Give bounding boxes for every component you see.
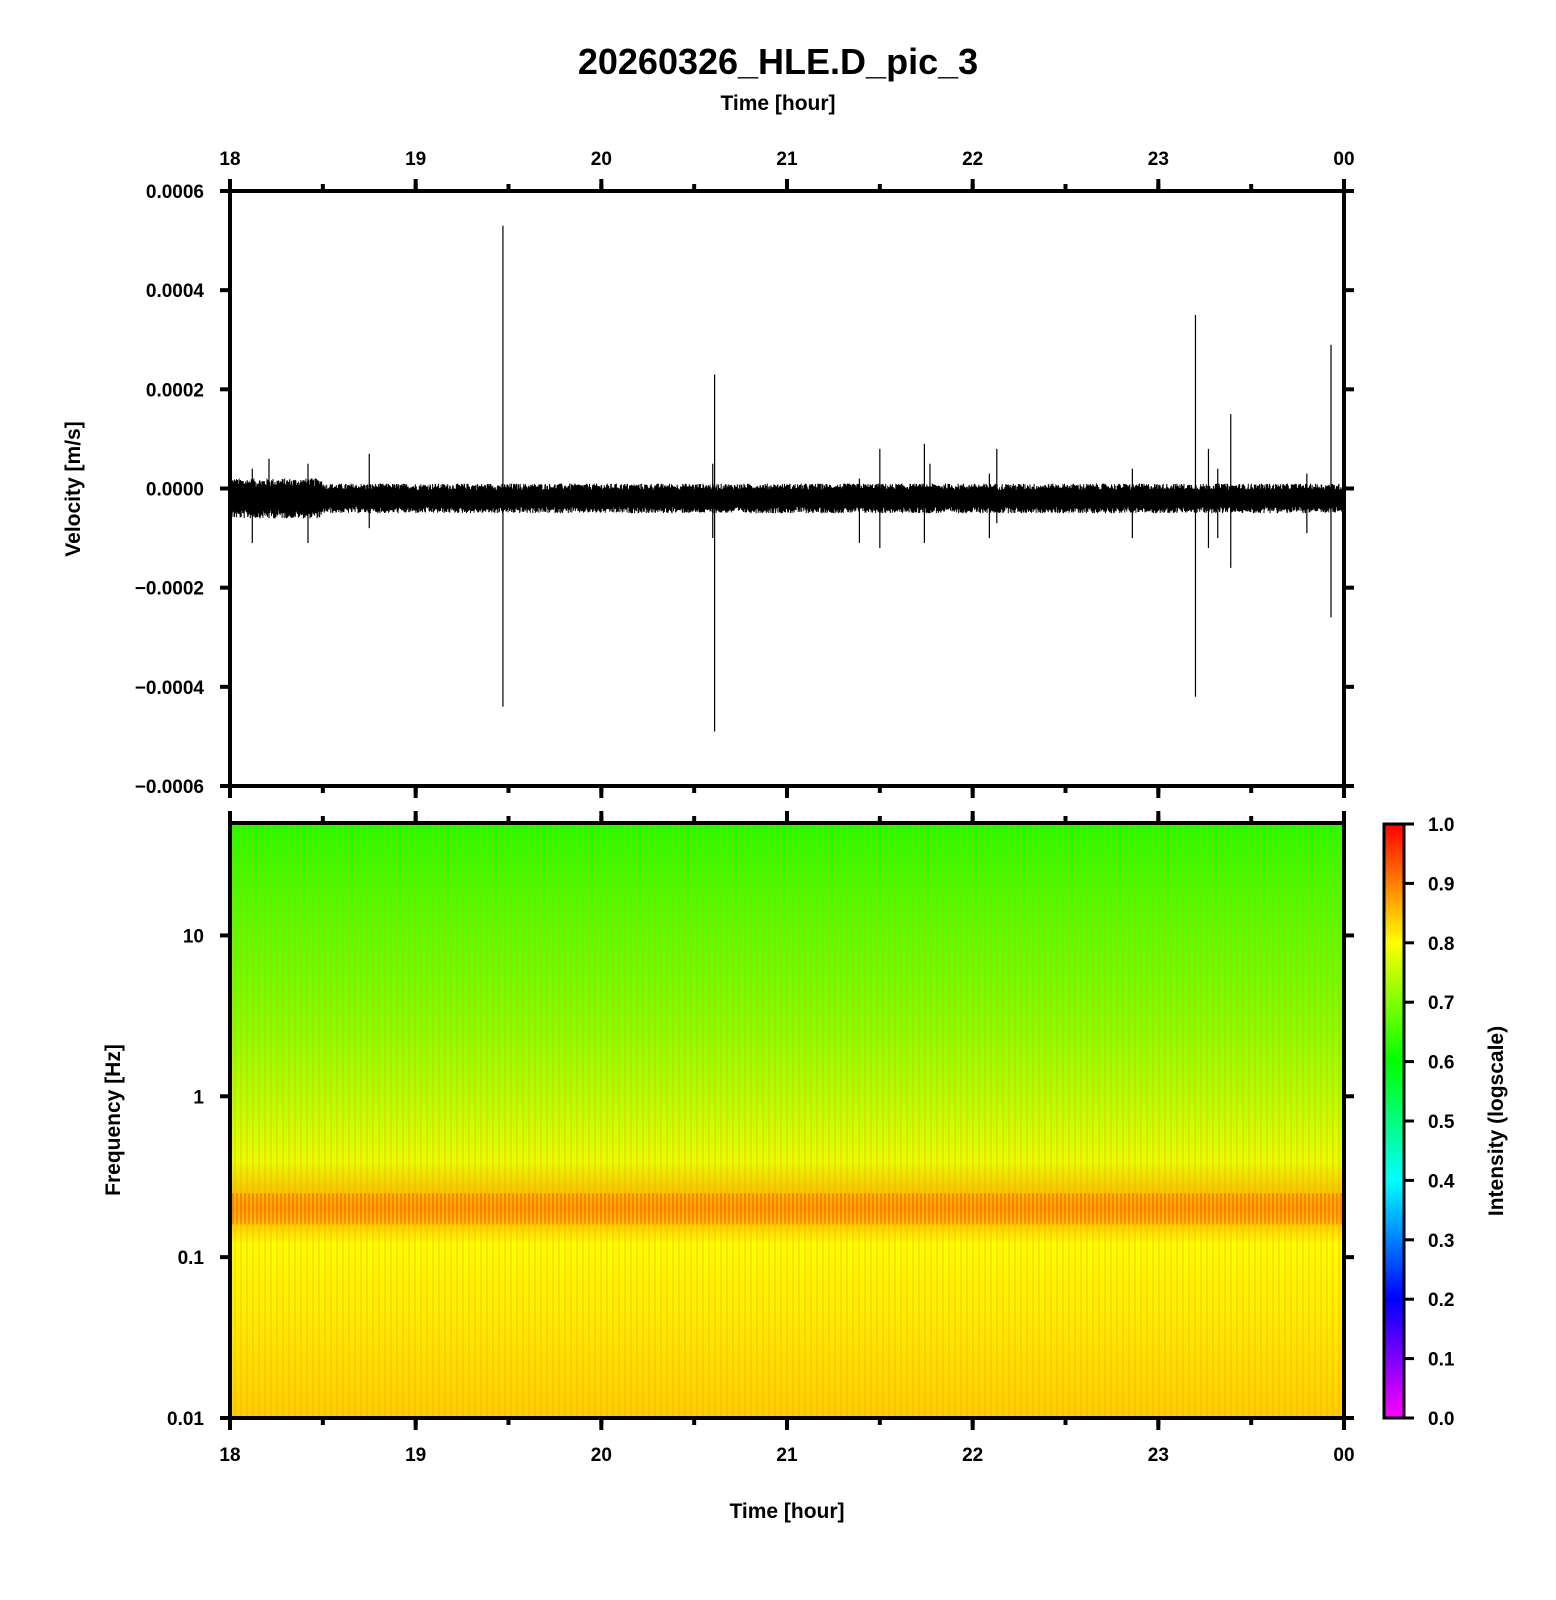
seismogram-noise-trace bbox=[229, 478, 1345, 519]
colorbar-tick-labels: 1.0 0.9 0.8 0.7 0.6 0.5 0.4 0.3 0.2 0.1 0.0 bbox=[1404, 815, 1455, 1430]
colorbar-tick-label: 0.5 bbox=[1428, 1112, 1455, 1133]
bottom-x-tick-label: 19 bbox=[405, 1445, 426, 1466]
velocity-tick-label: −0.0004 bbox=[135, 678, 205, 699]
frequency-tick-label: 10 bbox=[183, 926, 204, 947]
colorbar-tick-label: 0.2 bbox=[1428, 1290, 1454, 1311]
colorbar-tick-label: 0.0 bbox=[1428, 1409, 1454, 1430]
seismogram-y-tick-labels: 0.0006 0.0004 0.0002 0.0000 −0.0002 −0.0004 −0… bbox=[135, 182, 205, 798]
seismogram-spikes bbox=[251, 225, 1332, 732]
frequency-tick-label: 0.01 bbox=[167, 1409, 204, 1430]
velocity-tick-label: 0.0000 bbox=[146, 480, 204, 501]
colorbar-tick-label: 0.8 bbox=[1428, 934, 1454, 955]
colorbar-tick-label: 0.3 bbox=[1428, 1231, 1454, 1252]
top-x-tick-label: 18 bbox=[219, 149, 240, 170]
spectrogram-panel: 0.01 0.1 1 10 18 19 20 21 22 23 00 Frequency [Hz]… bbox=[102, 811, 1355, 1523]
top-x-tick-label: 21 bbox=[776, 149, 798, 170]
velocity-tick-label: −0.0002 bbox=[135, 579, 204, 600]
colorbar-tick-label: 0.9 bbox=[1428, 874, 1454, 895]
frequency-tick-label: 0.1 bbox=[178, 1248, 205, 1269]
colorbar: 1.0 0.9 0.8 0.7 0.6 0.5 0.4 0.3 0.2 0.1 0.0 Intens… bbox=[1382, 815, 1508, 1430]
seismogram-panel: 0.0006 0.0004 0.0002 0.0000 −0.0002 −0.0004 −0… bbox=[62, 179, 1354, 798]
bottom-x-tick-label: 21 bbox=[776, 1445, 798, 1466]
colorbar-tick-label: 0.7 bbox=[1428, 993, 1454, 1014]
velocity-tick-label: 0.0004 bbox=[146, 281, 205, 302]
top-x-tick-label: 00 bbox=[1333, 149, 1354, 170]
colorbar-tick-label: 0.1 bbox=[1428, 1350, 1455, 1371]
spectrogram-y-tick-labels: 0.01 0.1 1 10 bbox=[167, 926, 204, 1430]
top-x-tick-label: 19 bbox=[405, 149, 426, 170]
velocity-axis-title: Velocity [m/s] bbox=[62, 421, 85, 556]
colorbar-tick-label: 1.0 bbox=[1428, 815, 1454, 836]
frequency-axis-title: Frequency [Hz] bbox=[102, 1044, 125, 1196]
bottom-x-tick-labels: 18 19 20 21 22 23 00 bbox=[219, 1445, 1354, 1466]
colorbar-tick-label: 0.6 bbox=[1428, 1053, 1454, 1074]
spectrogram-ticks bbox=[220, 811, 1354, 1430]
bottom-x-tick-label: 18 bbox=[219, 1445, 240, 1466]
bottom-x-tick-label: 00 bbox=[1333, 1445, 1354, 1466]
seismogram-ticks bbox=[220, 179, 1354, 798]
colorbar-gradient bbox=[1382, 822, 1406, 1420]
bottom-x-axis-title: Time [hour] bbox=[729, 1500, 844, 1523]
bottom-x-tick-label: 23 bbox=[1148, 1445, 1169, 1466]
colorbar-tick-label: 0.4 bbox=[1428, 1171, 1455, 1192]
top-x-tick-label: 23 bbox=[1148, 149, 1169, 170]
velocity-tick-label: 0.0002 bbox=[146, 380, 204, 401]
chart-title: 20260326_HLE.D_pic_3 bbox=[578, 41, 978, 82]
bottom-x-tick-label: 20 bbox=[591, 1445, 612, 1466]
spectrogram-texture bbox=[230, 823, 1344, 1418]
velocity-tick-label: −0.0006 bbox=[135, 777, 204, 798]
top-x-axis-title: Time [hour] bbox=[720, 92, 835, 115]
colorbar-title: Intensity (logscale) bbox=[1485, 1026, 1508, 1216]
bottom-x-tick-label: 22 bbox=[962, 1445, 983, 1466]
top-x-tick-label: 20 bbox=[591, 149, 612, 170]
velocity-tick-label: 0.0006 bbox=[146, 182, 204, 203]
spectrogram-microseism-band bbox=[230, 1193, 1344, 1225]
frequency-tick-label: 1 bbox=[193, 1087, 204, 1108]
top-x-tick-label: 22 bbox=[962, 149, 983, 170]
top-x-tick-labels: 18 19 20 21 22 23 00 bbox=[219, 149, 1354, 170]
